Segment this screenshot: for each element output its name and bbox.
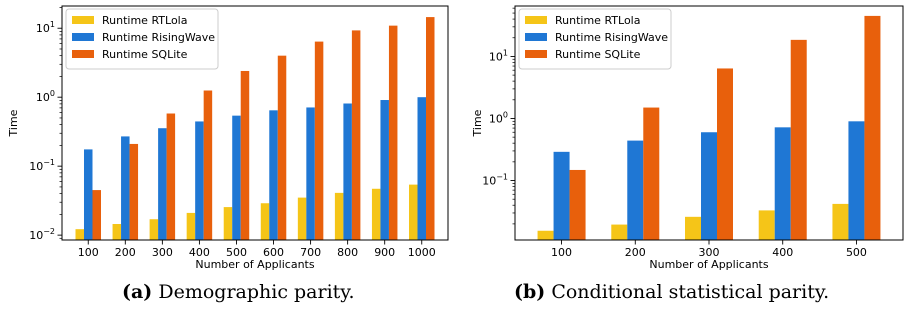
bar-runtime-rtlola-200 [112,224,122,240]
legend-box [65,8,219,70]
bar-runtime-risingwave-800 [343,103,352,240]
x-axis-label: Number of Applicants [649,258,768,271]
bar-runtime-rtlola-300 [149,219,159,240]
axes-frame [514,5,904,241]
y-tick-label: 10−2 [29,227,55,242]
x-tick-label: 100 [551,246,572,259]
bar-runtime-sqlite-300 [717,68,733,241]
bar-runtime-sqlite-600 [277,55,287,240]
x-tick-label: 400 [772,246,793,259]
bar-runtime-sqlite-100 [569,169,586,240]
legend-swatch [525,16,547,24]
chart-demographic-parity: 10−2 10−1 100 101 100 200 300 400 500 600 700 800 90… [7,5,449,271]
y-tick-label: 10−1 [482,173,508,188]
bar-runtime-rtlola-200 [611,224,628,240]
bar-runtime-rtlola-100 [75,229,84,240]
x-tick-label: 700 [300,246,321,259]
x-tick-label: 1000 [408,246,436,259]
bar-runtime-risingwave-500 [848,121,865,240]
bar-runtime-risingwave-300 [158,128,167,240]
caption-b-label: (b) [514,281,546,303]
x-tick-label: 200 [115,246,136,259]
x-tick-label: 800 [337,246,358,259]
y-axis-label: Time [471,109,484,137]
bar-runtime-rtlola-400 [186,212,196,240]
legend-label: Runtime RTLola [102,14,187,27]
bar-runtime-sqlite-200 [643,107,660,240]
legend-swatch [525,50,547,58]
bar-runtime-rtlola-1000 [409,184,418,240]
legend-box [518,8,672,70]
y-tick-label: 101 [36,20,55,35]
bar-runtime-risingwave-600 [269,110,278,241]
bar-runtime-risingwave-900 [380,100,389,241]
legend-swatch [72,50,94,58]
bar-runtime-sqlite-500 [864,15,881,241]
legend-label: Runtime RisingWave [102,31,215,44]
bar-runtime-sqlite-700 [314,41,324,241]
x-tick-label: 900 [374,246,395,259]
bar-runtime-risingwave-400 [774,127,791,240]
y-tick-label: 100 [36,89,55,104]
bar-runtime-rtlola-600 [260,203,270,240]
bar-runtime-sqlite-500 [240,70,250,240]
bar-runtime-rtlola-800 [334,192,344,240]
legend-label: Runtime RisingWave [555,31,668,44]
caption-b: (b) Conditional statistical parity. [514,281,829,303]
legend-label: Runtime RTLola [555,14,640,27]
chart-conditional-statistical-parity: 10−1 100 101 100 200 300 400 500 Number of Appli… [471,5,904,271]
x-tick-label: 600 [263,246,284,259]
x-tick-label: 300 [699,246,720,259]
bar-runtime-risingwave-200 [121,136,130,240]
bar-runtime-sqlite-1000 [426,17,435,241]
bar-runtime-rtlola-300 [685,216,701,240]
legend-swatch [72,33,94,41]
x-tick-label: 500 [846,246,867,259]
bar-runtime-rtlola-100 [537,230,554,240]
x-axis-label: Number of Applicants [195,258,314,271]
x-tick-label: 400 [189,246,210,259]
legend-swatch [525,33,547,41]
bar-runtime-sqlite-800 [351,30,361,240]
caption-a-text: Demographic parity. [158,281,355,303]
x-tick-label: 100 [78,246,99,259]
bar-runtime-risingwave-500 [232,115,241,240]
bar-runtime-sqlite-400 [203,90,213,240]
caption-b-text: Conditional statistical parity. [551,281,830,303]
bar-runtime-risingwave-100 [83,149,93,240]
legend-swatch [72,16,94,24]
bar-runtime-risingwave-700 [306,107,315,240]
caption-a: (a) Demographic parity. [122,281,355,303]
bar-runtime-risingwave-200 [627,140,644,240]
bar-runtime-risingwave-400 [195,121,204,240]
bar-runtime-sqlite-400 [790,39,807,241]
axes-frame [61,5,449,241]
bar-runtime-sqlite-100 [92,190,101,240]
bar-runtime-rtlola-400 [758,210,775,240]
bar-runtime-rtlola-500 [832,203,849,240]
bar-runtime-sqlite-200 [129,143,139,240]
y-axis-label: Time [7,109,20,137]
bar-runtime-sqlite-300 [166,113,176,240]
y-tick-label: 101 [489,48,508,63]
y-tick-label: 100 [489,110,508,125]
bar-runtime-risingwave-1000 [417,97,427,240]
x-tick-label: 200 [625,246,646,259]
bar-runtime-risingwave-300 [701,132,717,240]
bar-runtime-sqlite-900 [388,25,398,240]
x-tick-label: 500 [226,246,247,259]
y-tick-label: 10−1 [29,158,55,173]
x-tick-label: 300 [152,246,173,259]
legend-label: Runtime SQLite [102,48,188,61]
bar-runtime-risingwave-100 [553,151,570,240]
legend-label: Runtime SQLite [555,48,641,61]
bar-runtime-rtlola-500 [223,207,233,240]
bar-runtime-rtlola-700 [297,197,307,240]
caption-a-label: (a) [122,281,153,303]
bar-runtime-rtlola-900 [371,188,381,240]
